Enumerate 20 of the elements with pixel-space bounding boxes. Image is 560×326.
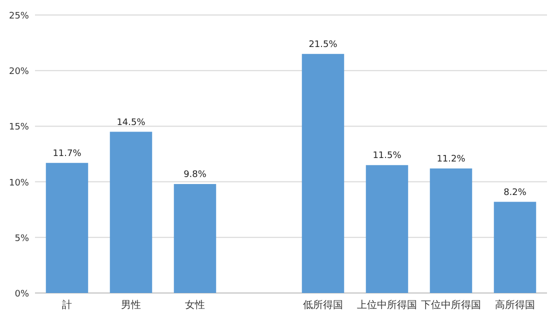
- data-label: 8.2%: [504, 188, 526, 198]
- data-label: 11.5%: [372, 151, 402, 162]
- data-label: 11.7%: [52, 148, 82, 159]
- ytick: 10%: [8, 178, 29, 188]
- xtick: 低所得国: [303, 300, 343, 311]
- xtick: 下位中所得国: [421, 300, 481, 311]
- ytick: 0%: [14, 290, 29, 300]
- xtick: 上位中所得国: [357, 300, 417, 311]
- data-label: 9.8%: [184, 170, 206, 180]
- xtick: 計: [62, 300, 72, 311]
- ytick: 15%: [8, 122, 29, 133]
- xtick: 男性: [121, 300, 141, 311]
- data-label: 11.2%: [436, 154, 466, 164]
- ytick: 20%: [8, 67, 29, 78]
- xtick: 女性: [185, 300, 205, 311]
- ytick: 5%: [14, 234, 29, 244]
- data-label: 14.5%: [116, 118, 146, 128]
- data-label: 21.5%: [308, 40, 338, 50]
- xtick: 高所得国: [495, 300, 535, 311]
- ytick: 25%: [8, 12, 29, 22]
